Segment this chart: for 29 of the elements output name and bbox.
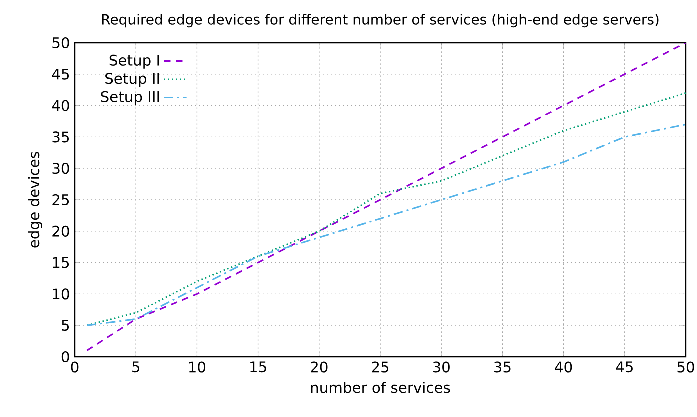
x-tick-label: 45	[616, 362, 633, 373]
y-tick-label: 35	[52, 132, 70, 143]
x-tick-label: 10	[189, 362, 206, 373]
x-tick-label: 30	[433, 362, 450, 373]
x-tick-label: 15	[250, 362, 266, 373]
y-tick-label: 5	[62, 320, 70, 332]
y-tick-label: 25	[52, 194, 70, 206]
y-tick-label: 0	[62, 351, 70, 363]
legend-label: Setup III	[101, 91, 160, 106]
y-tick-label: 10	[53, 288, 70, 300]
y-tick-label: 30	[52, 163, 70, 174]
line-series	[86, 43, 686, 352]
x-tick-label: 35	[494, 362, 511, 373]
x-tick-label: 50	[678, 362, 694, 373]
y-tick-label: 15	[53, 257, 70, 268]
x-axis-title: number of services	[311, 382, 450, 394]
y-tick-label: 45	[52, 68, 70, 80]
x-tick-label: 40	[555, 362, 572, 373]
legend-label: Setup I	[110, 54, 160, 69]
chart-title: Required edge devices for different number of services (high-end edge servers)	[102, 14, 659, 28]
x-tick-label: 5	[132, 362, 140, 373]
y-axis-title: edge devices	[28, 152, 42, 248]
y-tick-label: 20	[52, 226, 70, 237]
legend-label: Setup II	[106, 73, 160, 88]
y-tick-label: 40	[52, 100, 70, 112]
y-tick-label: 50	[52, 37, 70, 49]
x-tick-label: 20	[311, 362, 328, 373]
x-tick-label: 25	[372, 362, 389, 373]
x-tick-label: 0	[71, 362, 79, 373]
